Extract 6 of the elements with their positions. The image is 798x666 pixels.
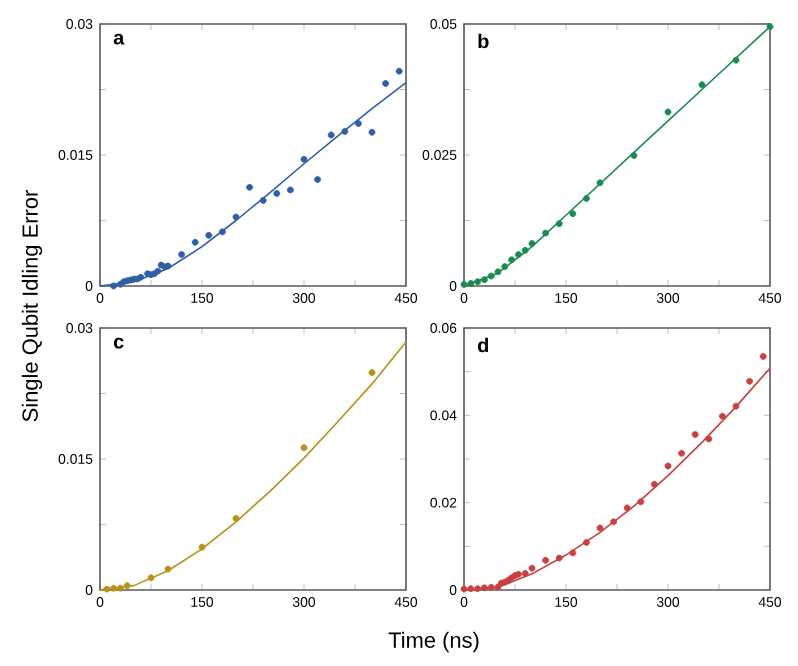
annotation: b [478, 33, 489, 49]
annotation: d [477, 337, 489, 353]
annotation: c [113, 337, 124, 349]
annotation: a [113, 33, 125, 45]
y-axis-title: Single Qubit Idling Error [21, 190, 43, 422]
x-axis-title: Time (ns) [388, 631, 479, 653]
